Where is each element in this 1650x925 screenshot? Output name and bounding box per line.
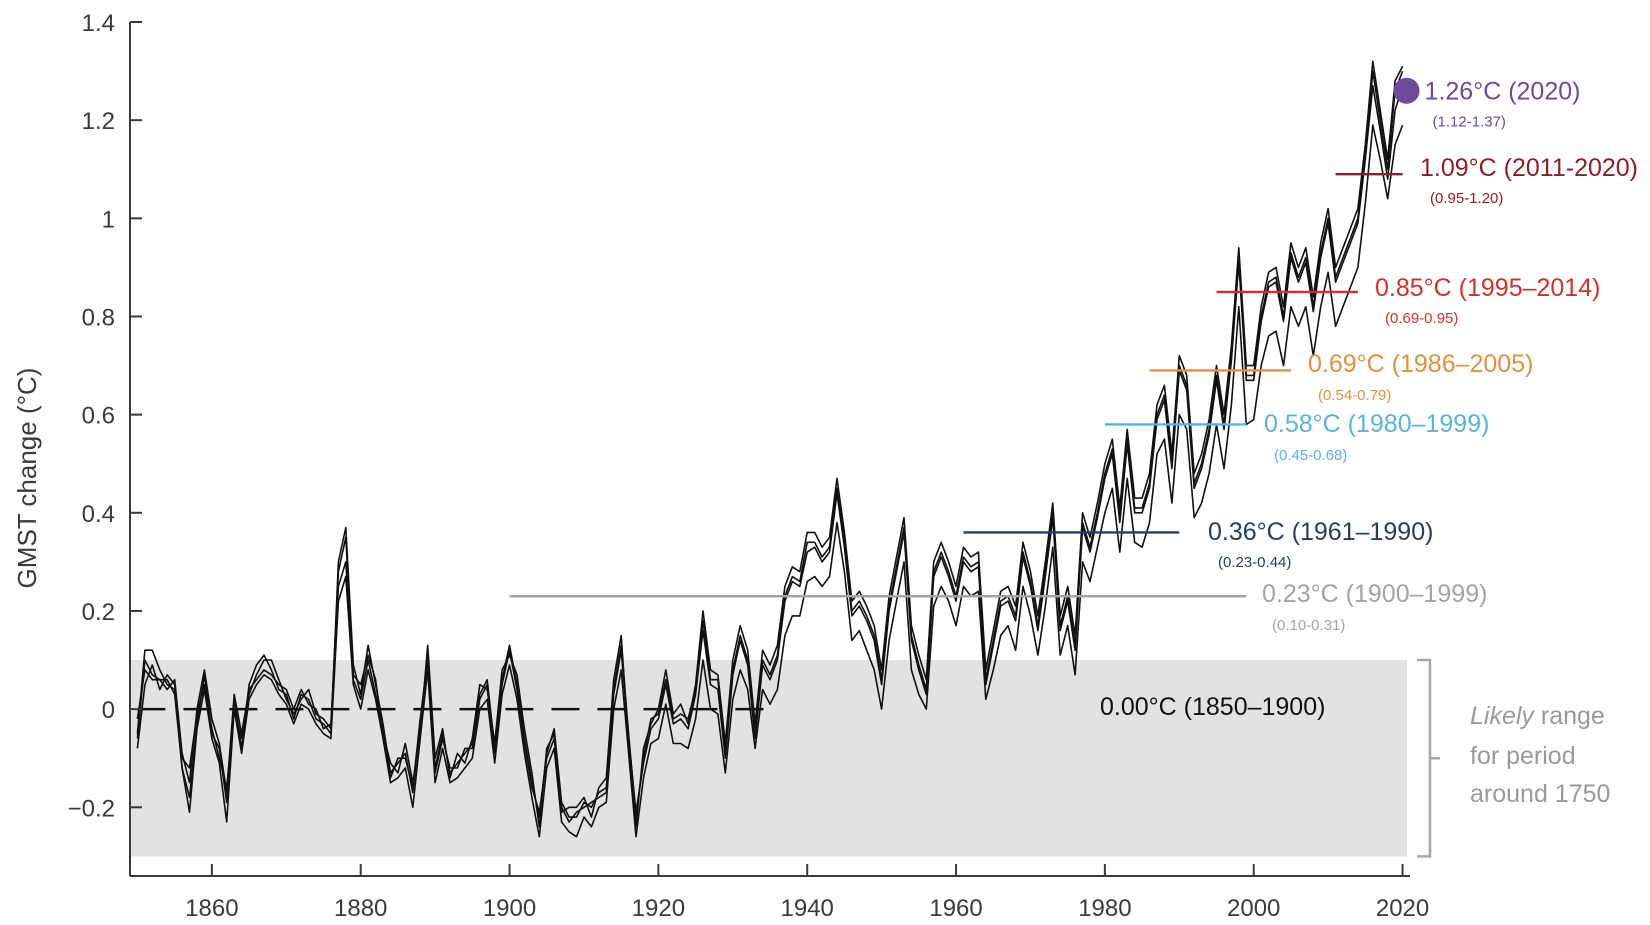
x-tick-label: 1880 [334,895,387,922]
highlight-point-range: (1.12-1.37) [1433,114,1506,131]
highlight-point-label: 1.26°C (2020) [1425,78,1581,106]
x-tick-label: 1980 [1078,895,1131,922]
x-tick-label: 1920 [632,895,685,922]
x-tick-label: 1960 [929,895,982,922]
gmst-series-line-2 [136,60,1404,828]
y-axis-title: GMST change (°C) [12,368,42,589]
period-means-layer: 0.00°C (1850–1900) 0.23°C (1900–1999) (0.1… [137,77,1638,721]
likely-range-annotation: Likely range for period around 1750 [1417,658,1610,858]
gmst-series-line-4 [136,124,1404,838]
highlight-point-2020 [1393,77,1420,104]
y-tick-label: 0 [102,697,115,724]
y-tick-label: 0.6 [82,403,115,430]
x-tick-label: 1860 [185,895,238,922]
x-tick-label: 1940 [781,895,834,922]
period-mean-range-5: (0.54-0.79) [1318,387,1391,404]
period-mean-label-5: 0.69°C (1986–2005) [1308,350,1533,378]
period-mean-range-6: (0.69-0.95) [1385,310,1458,327]
period-mean-label-2: 0.23°C (1900–1999) [1262,580,1487,608]
likely-range-word: range [1534,702,1605,730]
series-layer [136,60,1404,838]
y-tick-label: 0.4 [82,501,115,528]
period-mean-range-4: (0.45-0.68) [1274,447,1347,464]
period-mean-label-1: 0.00°C (1850–1900) [1100,693,1325,721]
y-tick-label: 1.4 [82,10,115,37]
period-mean-label-6: 0.85°C (1995–2014) [1375,274,1600,302]
x-tick-label: 2020 [1376,895,1429,922]
period-mean-label-4: 0.58°C (1980–1999) [1264,410,1489,438]
likely-range-line3: around 1750 [1470,780,1610,808]
y-tick-label: 1 [102,206,115,233]
period-mean-label-3: 0.36°C (1961–1990) [1208,518,1433,546]
x-tick-label: 2000 [1227,895,1280,922]
axes-layer: 1.4 1.2 1 0.8 0.6 0.4 0.2 0 −0.2 1860 1880 1900 1920… [68,10,1430,922]
period-mean-range-7: (0.95-1.20) [1430,190,1503,207]
y-tick-label: −0.2 [68,795,115,822]
y-tick-label: 0.2 [82,599,115,626]
period-mean-label-7: 1.09°C (2011-2020) [1420,154,1638,182]
y-tick-label: 0.8 [82,304,115,331]
likely-range-line1: Likely range [1470,702,1605,730]
y-tick-label: 1.2 [82,108,115,135]
likely-range-line2: for period [1470,742,1576,770]
likely-italic: Likely [1470,702,1535,730]
x-tick-label: 1900 [483,895,536,922]
likely-range-bracket [1417,658,1440,858]
period-mean-range-3: (0.23-0.44) [1218,554,1291,571]
likely-range-band [130,660,1407,857]
period-mean-range-2: (0.10-0.31) [1272,617,1345,634]
